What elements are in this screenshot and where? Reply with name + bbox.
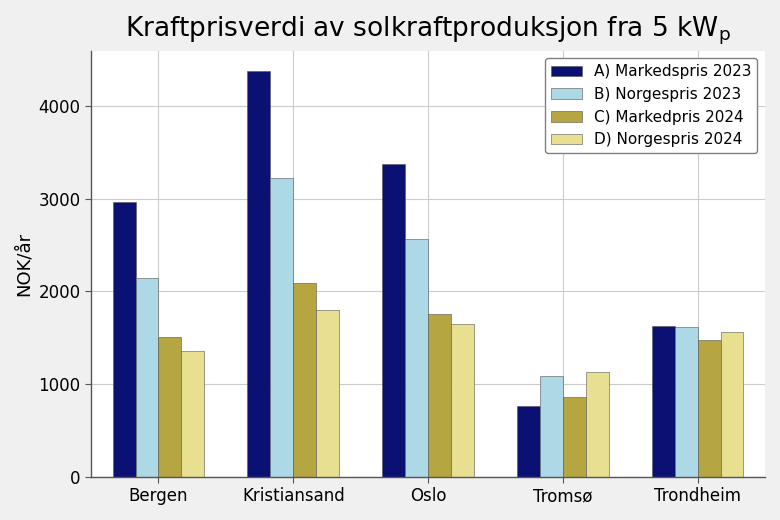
- Bar: [182, 350, 204, 477]
- Bar: [586, 372, 608, 477]
- Y-axis label: NOK/år: NOK/år: [15, 231, 33, 296]
- Bar: [112, 202, 136, 477]
- Title: Kraftprisverdi av solkraftproduksjon fra 5 kW$_\mathrm{p}$: Kraftprisverdi av solkraftproduksjon fra…: [125, 15, 731, 47]
- Bar: [563, 397, 586, 477]
- Bar: [675, 327, 697, 477]
- Bar: [451, 324, 474, 477]
- Bar: [405, 239, 428, 477]
- Bar: [721, 332, 743, 477]
- Bar: [517, 406, 540, 477]
- Bar: [652, 326, 675, 477]
- Bar: [247, 71, 271, 477]
- Bar: [540, 376, 563, 477]
- Bar: [136, 278, 158, 477]
- Bar: [271, 178, 293, 477]
- Bar: [697, 341, 721, 477]
- Bar: [428, 314, 451, 477]
- Bar: [316, 310, 339, 477]
- Bar: [382, 164, 405, 477]
- Bar: [293, 283, 316, 477]
- Bar: [158, 337, 182, 477]
- Legend: A) Markedspris 2023, B) Norgespris 2023, C) Markedpris 2024, D) Norgespris 2024: A) Markedspris 2023, B) Norgespris 2023,…: [545, 58, 757, 153]
